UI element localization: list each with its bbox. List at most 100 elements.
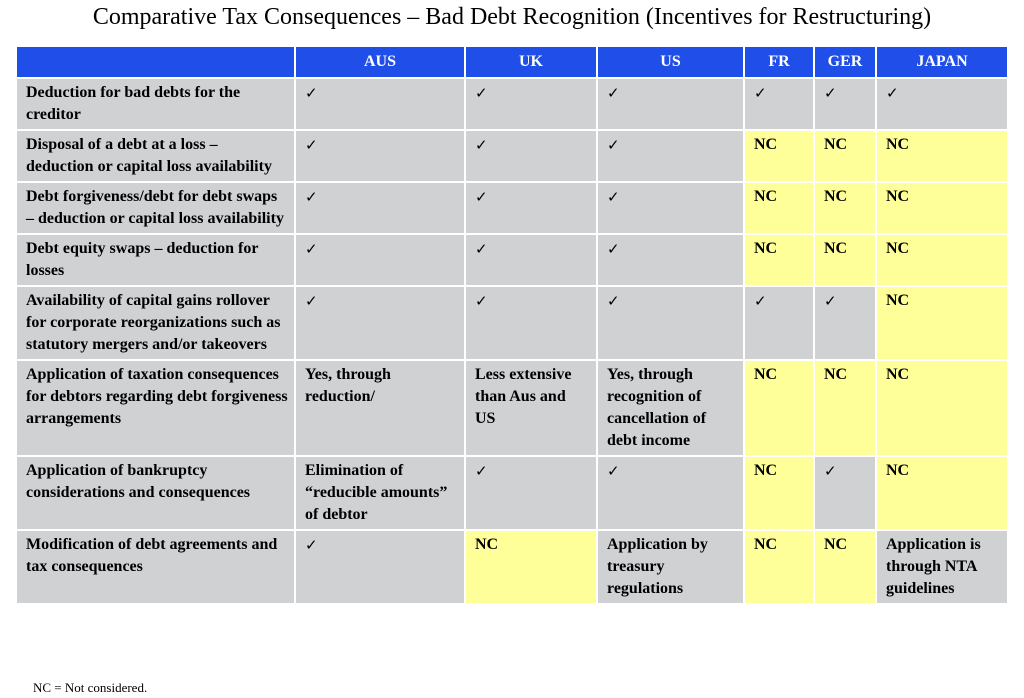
check-cell: ✓ [875,77,1009,131]
header-row: AUS UK US FR GER JAPAN [15,45,1009,79]
text-cell: Yes, through reduction/ [294,359,466,457]
header-cell-us: US [596,45,745,79]
page-title: Comparative Tax Consequences – Bad Debt … [92,4,932,30]
check-cell: ✓ [596,285,745,361]
check-cell: ✓ [294,129,466,183]
check-cell: ✓ [813,77,877,131]
check-cell: ✓ [464,285,598,361]
checkmark-icon: ✓ [305,240,318,258]
table-row: Modification of debt agreements and tax … [15,529,1009,605]
row-label: Debt forgiveness/debt for debt swaps – d… [15,181,296,235]
table-row: Application of bankruptcy considerations… [15,455,1009,531]
table-body: Deduction for bad debts for the creditor… [15,77,1009,605]
comparison-table: AUS UK US FR GER JAPAN Deduction for bad debt… [15,45,1009,605]
table-row: Availability of capital gains rollover f… [15,285,1009,361]
text-cell: Application is through NTA guidelines [875,529,1009,605]
text-cell: Less extensive than Aus and US [464,359,598,457]
check-cell: ✓ [596,455,745,531]
table-row: Debt equity swaps – deduction for losses… [15,233,1009,287]
text-cell: Application by treasury regulations [596,529,745,605]
checkmark-icon: ✓ [607,136,620,154]
nc-cell: NC [813,359,877,457]
row-label: Availability of capital gains rollover f… [15,285,296,361]
checkmark-icon: ✓ [475,292,488,310]
check-cell: ✓ [596,181,745,235]
nc-cell: NC [743,181,815,235]
check-cell: ✓ [464,181,598,235]
checkmark-icon: ✓ [754,292,767,310]
checkmark-icon: ✓ [305,292,318,310]
checkmark-icon: ✓ [607,462,620,480]
row-label: Application of taxation consequences for… [15,359,296,457]
table-row: Disposal of a debt at a loss – deduction… [15,129,1009,183]
table-row: Application of taxation consequences for… [15,359,1009,457]
nc-cell: NC [875,181,1009,235]
nc-cell: NC [813,233,877,287]
nc-cell: NC [813,529,877,605]
check-cell: ✓ [596,129,745,183]
check-cell: ✓ [596,233,745,287]
checkmark-icon: ✓ [305,136,318,154]
check-cell: ✓ [464,455,598,531]
checkmark-icon: ✓ [607,240,620,258]
header-cell-aus: AUS [294,45,466,79]
nc-cell: NC [743,129,815,183]
nc-cell: NC [875,129,1009,183]
text-cell: Yes, through recognition of cancellation… [596,359,745,457]
header-cell-blank [15,45,296,79]
check-cell: ✓ [743,77,815,131]
check-cell: ✓ [294,181,466,235]
nc-cell: NC [743,233,815,287]
header-cell-ger: GER [813,45,877,79]
header-cell-japan: JAPAN [875,45,1009,79]
row-label: Disposal of a debt at a loss – deduction… [15,129,296,183]
check-cell: ✓ [294,233,466,287]
nc-cell: NC [813,129,877,183]
checkmark-icon: ✓ [607,292,620,310]
nc-cell: NC [813,181,877,235]
table-row: Debt forgiveness/debt for debt swaps – d… [15,181,1009,235]
checkmark-icon: ✓ [824,462,837,480]
checkmark-icon: ✓ [824,84,837,102]
nc-cell: NC [875,285,1009,361]
check-cell: ✓ [464,233,598,287]
checkmark-icon: ✓ [886,84,899,102]
nc-cell: NC [875,233,1009,287]
nc-cell: NC [743,455,815,531]
table-row: Deduction for bad debts for the creditor… [15,77,1009,131]
footnote: NC = Not considered. [33,680,148,695]
checkmark-icon: ✓ [475,84,488,102]
check-cell: ✓ [596,77,745,131]
check-cell: ✓ [464,77,598,131]
nc-cell: NC [875,359,1009,457]
nc-cell: NC [743,529,815,605]
check-cell: ✓ [813,285,877,361]
nc-cell: NC [464,529,598,605]
check-cell: ✓ [743,285,815,361]
row-label: Deduction for bad debts for the creditor [15,77,296,131]
nc-cell: NC [743,359,815,457]
header-cell-uk: UK [464,45,598,79]
checkmark-icon: ✓ [607,188,620,206]
table-header: AUS UK US FR GER JAPAN [15,45,1009,79]
checkmark-icon: ✓ [754,84,767,102]
check-cell: ✓ [294,77,466,131]
checkmark-icon: ✓ [475,240,488,258]
checkmark-icon: ✓ [475,136,488,154]
checkmark-icon: ✓ [475,188,488,206]
checkmark-icon: ✓ [824,292,837,310]
check-cell: ✓ [294,529,466,605]
checkmark-icon: ✓ [305,536,318,554]
check-cell: ✓ [464,129,598,183]
header-cell-fr: FR [743,45,815,79]
row-label: Modification of debt agreements and tax … [15,529,296,605]
row-label: Application of bankruptcy considerations… [15,455,296,531]
checkmark-icon: ✓ [305,188,318,206]
checkmark-icon: ✓ [607,84,620,102]
checkmark-icon: ✓ [305,84,318,102]
checkmark-icon: ✓ [475,462,488,480]
check-cell: ✓ [294,285,466,361]
nc-cell: NC [875,455,1009,531]
check-cell: ✓ [813,455,877,531]
row-label: Debt equity swaps – deduction for losses [15,233,296,287]
